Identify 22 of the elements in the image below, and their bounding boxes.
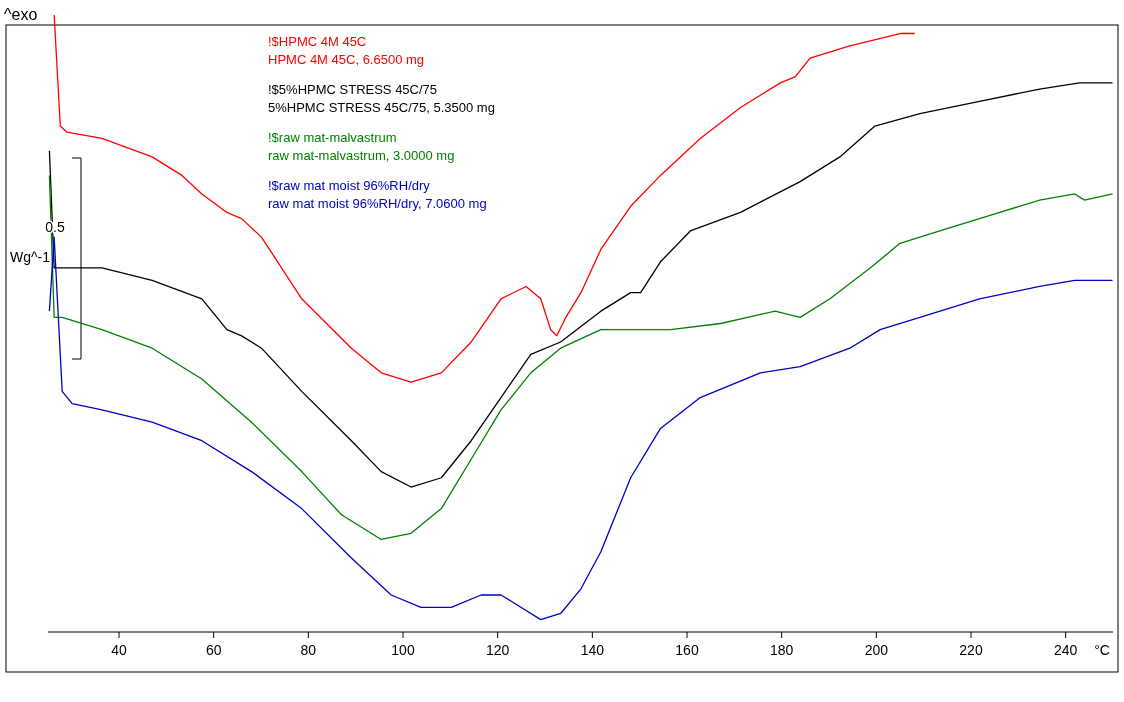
x-axis-title: °C xyxy=(1094,642,1110,658)
x-tick-label: 60 xyxy=(205,642,222,658)
x-tick-label: 80 xyxy=(300,642,317,658)
text: raw mat-malvastrum, 3.0000 mg xyxy=(268,148,455,163)
x-tick-label: 100 xyxy=(391,642,415,658)
x-tick-label: 140 xyxy=(580,642,605,658)
text: ^exo xyxy=(4,6,38,23)
x-tick-label: 180 xyxy=(769,642,794,658)
x-tick-label: 160 xyxy=(675,642,699,658)
x-tick-label: 240 xyxy=(1053,642,1078,658)
text: HPMC 4M 45C, 6.6500 mg xyxy=(268,52,425,67)
annotation: !$5%HPMC STRESS 45C/75 xyxy=(268,82,438,97)
annotation: Wg^-1 xyxy=(9,249,51,265)
text: raw mat moist 96%RH/dry, 7.0600 mg xyxy=(268,196,487,211)
x-tick-label: 40 xyxy=(111,642,127,658)
text: 5%HPMC STRESS 45C/75, 5.3500 mg xyxy=(268,100,495,115)
annotation: !$raw mat moist 96%RH/dry xyxy=(268,178,431,193)
x-tick-label: 120 xyxy=(485,642,510,658)
annotation: !$HPMC 4M 45C xyxy=(268,34,367,49)
x-tick-label: 200 xyxy=(864,642,889,658)
x-tick-label: 220 xyxy=(959,642,983,658)
annotation: !$raw mat-malvastrum xyxy=(268,130,397,145)
